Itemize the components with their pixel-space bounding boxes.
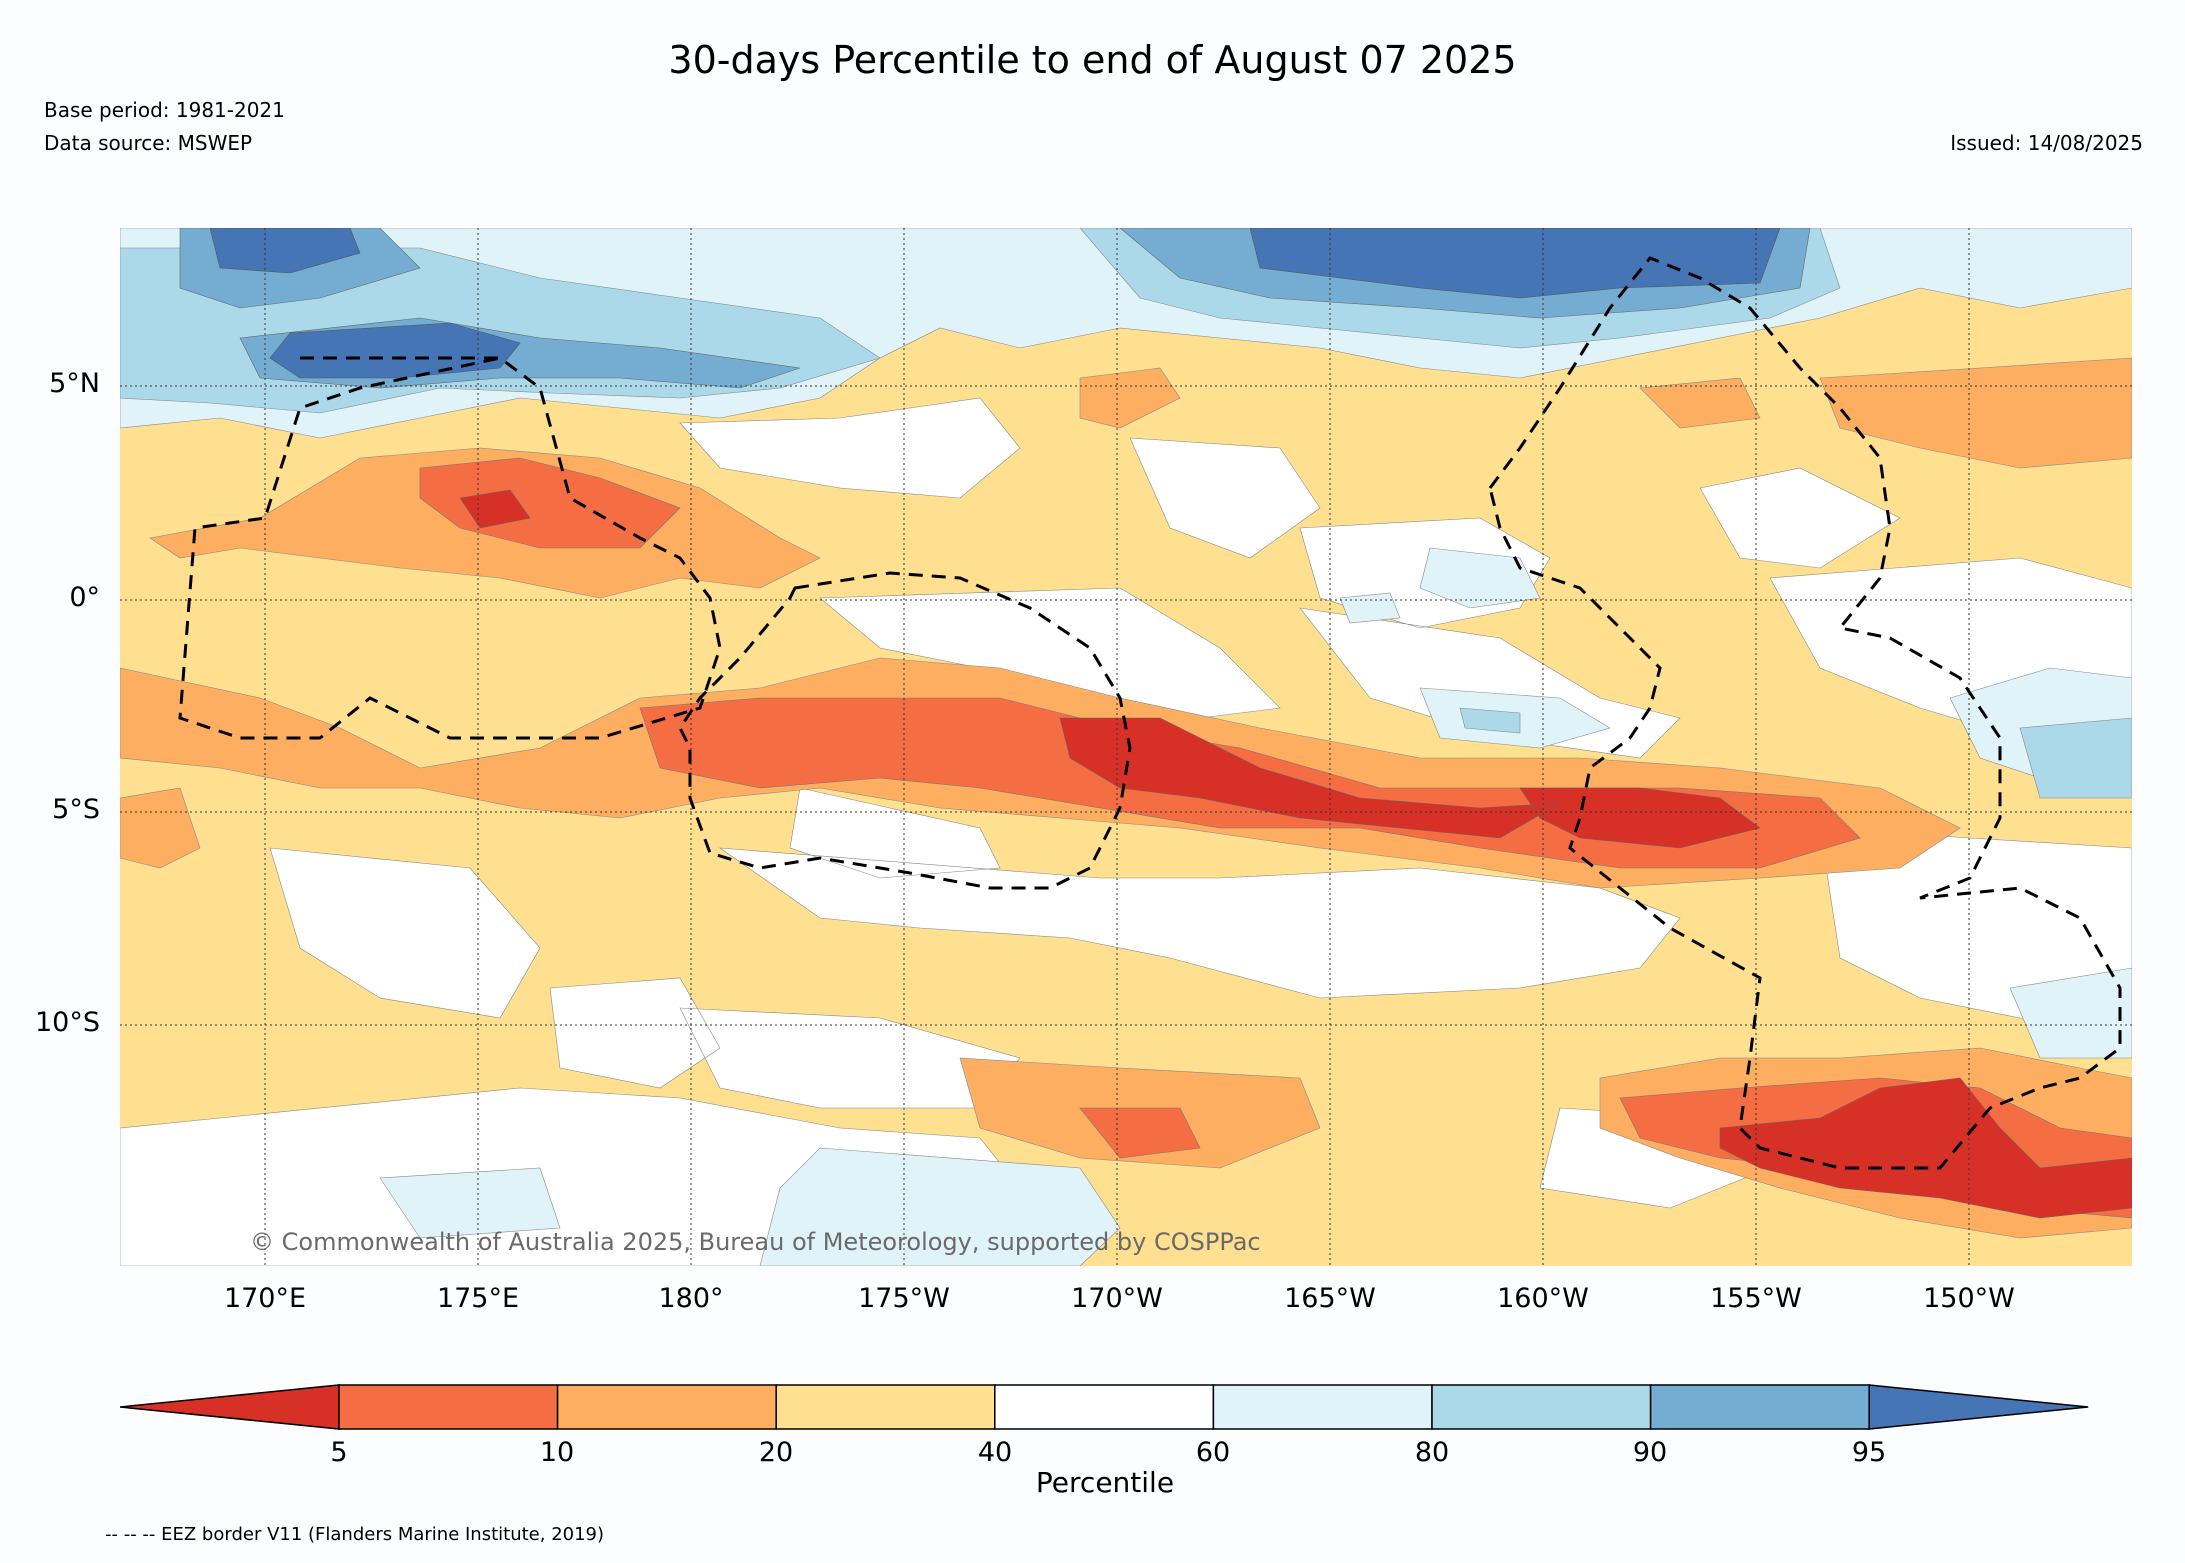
- lon-label-160w: 160°W: [1497, 1283, 1589, 1314]
- lon-label-175w: 175°W: [858, 1283, 950, 1314]
- lat-label-eq: 0°: [69, 582, 100, 613]
- copyright-text: © Commonwealth of Australia 2025, Bureau…: [250, 1228, 1261, 1256]
- dry-cluster-southeast-5: [1719, 1077, 2132, 1219]
- colorbar-tick-10: 10: [539, 1437, 575, 1468]
- lat-label-5s: 5°S: [52, 794, 100, 825]
- dry-band-south-5: [1059, 717, 1761, 849]
- colorbar-tick-5: 5: [330, 1437, 348, 1468]
- colorbar: [120, 1384, 2089, 1430]
- colorbar-bin-90-95: [1649, 1384, 1870, 1430]
- colorbar-label: Percentile: [1035, 1466, 1175, 1499]
- lon-label-155w: 155°W: [1710, 1283, 1802, 1314]
- dry-patch-southwest: [120, 787, 1321, 1169]
- chart-title: 30-days Percentile to end of August 07 2…: [668, 38, 1517, 82]
- lat-label-10s: 10°S: [35, 1007, 100, 1038]
- map-gridlines: [120, 228, 2132, 1266]
- lon-label-170e: 170°E: [223, 1283, 307, 1314]
- eez-footnote: -- -- -- EEZ border V11 (Flanders Marine…: [105, 1524, 605, 1545]
- map-canvas: [120, 228, 2132, 1266]
- colorbar-bin->95: [1868, 1384, 2089, 1430]
- colorbar-bin-40-60: [994, 1384, 1215, 1430]
- base-period-text: Base period: 1981-2021: [44, 98, 285, 122]
- colorbar-tick-20: 20: [758, 1437, 794, 1468]
- eez-borders: [178, 256, 2122, 1170]
- lon-label-150w: 150°W: [1923, 1283, 2015, 1314]
- colorbar-bin-<5: [120, 1384, 340, 1430]
- colorbar-bin-10-20: [556, 1384, 777, 1430]
- north-wet-band-95: [209, 228, 1781, 379]
- colorbar-bin-20-40: [775, 1384, 996, 1430]
- colorbar-bin-60-80: [1212, 1384, 1433, 1430]
- data-source-text: Data source: MSWEP: [44, 131, 253, 155]
- light-wet-patches: [379, 547, 2132, 1266]
- colorbar-tick-95: 95: [1851, 1437, 1887, 1468]
- issued-date-text: Issued: 14/08/2025: [1950, 131, 2143, 155]
- lon-label-180: 180°: [658, 1283, 724, 1314]
- percentile-map: [120, 228, 2132, 1266]
- colorbar-tick-60: 60: [1195, 1437, 1231, 1468]
- colorbar-tick-40: 40: [977, 1437, 1013, 1468]
- colorbar-bin-80-90: [1431, 1384, 1652, 1430]
- lon-label-165w: 165°W: [1284, 1283, 1376, 1314]
- lat-label-5n: 5°N: [49, 368, 100, 399]
- lon-label-170w: 170°W: [1071, 1283, 1163, 1314]
- dry-patch-southwest-10: [1079, 1107, 1201, 1159]
- colorbar-tick-80: 80: [1414, 1437, 1450, 1468]
- wet-patch-80: [1459, 707, 2132, 799]
- lon-label-175e: 175°E: [436, 1283, 520, 1314]
- colorbar-bin-5-10: [338, 1384, 559, 1430]
- colorbar-tick-90: 90: [1632, 1437, 1668, 1468]
